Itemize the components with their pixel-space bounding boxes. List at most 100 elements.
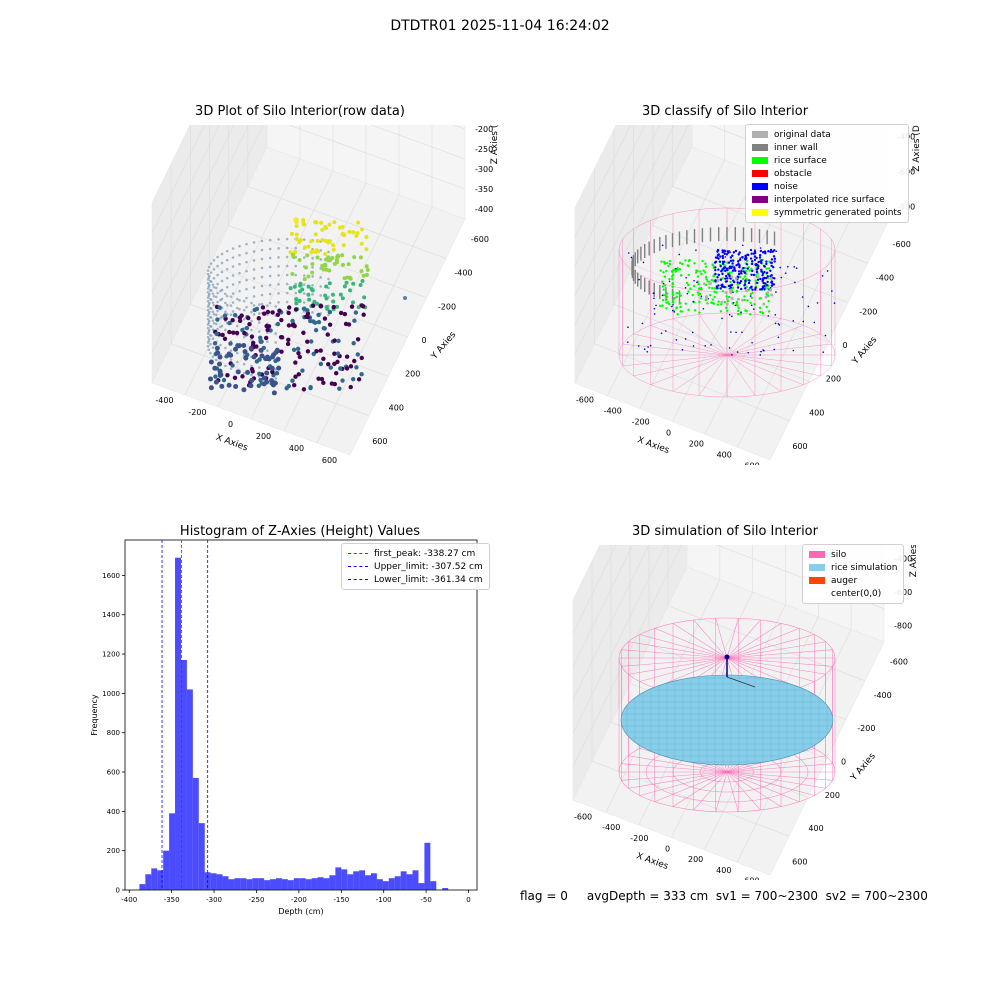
panel1-data-point [238, 307, 241, 311]
histogram-legend-swatch [348, 566, 368, 567]
histogram-ytick-label: 200 [107, 847, 120, 855]
panel1-data-point [252, 241, 256, 244]
panel2-rice-surface-point [705, 277, 708, 281]
panel1-data-point [248, 345, 254, 351]
panel1-xtick-label: 600 [322, 456, 337, 465]
panel1-data-point [323, 224, 328, 229]
panel1-data-point [260, 302, 264, 306]
panel2-noise-point [766, 280, 769, 284]
panel1-data-point [261, 375, 267, 381]
panel1-data-point [285, 255, 289, 259]
panel1-data-point [214, 345, 220, 351]
panel1-data-point [219, 383, 225, 389]
panel2-original-point [764, 295, 768, 299]
panel2-noise-point [769, 269, 772, 272]
panel2-rice-surface-point [671, 270, 674, 274]
panel1-data-point [242, 308, 246, 312]
panel4-ytick-label: -200 [857, 724, 875, 733]
panel2-noise-point [767, 315, 770, 317]
panel1-data-point [222, 336, 228, 341]
panel2-noise-point [767, 249, 770, 253]
panel4-silo-spoke [693, 619, 728, 659]
panel1-data-point [334, 370, 339, 376]
panel2-noise-point [775, 250, 778, 253]
panel1-data-point [312, 320, 318, 325]
panel2-ytick-label: -400 [876, 274, 894, 283]
histogram-bar [442, 888, 449, 890]
panel1-data-point [268, 274, 272, 278]
panel1-data-point [207, 376, 213, 382]
panel2-xtick-label: -200 [632, 418, 650, 427]
panel1-data-point [316, 319, 322, 325]
panel2-original-point [703, 282, 707, 286]
panel2-noise-point [770, 273, 773, 277]
panel1-data-point [285, 237, 289, 241]
histogram-chart[interactable]: -400 -350 -300 -250 -200 -150 -100 -50 0 0 200 400 6… [80, 538, 485, 918]
panel2-silo-spoke [650, 354, 728, 385]
histogram-xtick-label: -400 [121, 896, 137, 904]
panel2-silo-spoke [726, 354, 782, 392]
panel2-noise-point [731, 353, 733, 356]
panel2-original-point [770, 293, 774, 297]
panel1-data-point [250, 310, 253, 314]
panel2-noise-point [758, 256, 762, 259]
panel2-rice-surface-point [686, 264, 690, 267]
panel4-grid-line [572, 545, 633, 667]
panel1-data-point [225, 258, 229, 262]
panel2-legend-item: noise [752, 180, 902, 193]
panel4-silo-spoke [726, 657, 826, 675]
panel2-noise-point [686, 292, 689, 295]
panel2-rice-surface-point [678, 268, 682, 271]
panel1-data-point [206, 314, 210, 317]
panel2-rice-surface-point [739, 312, 743, 315]
panel1-data-point [319, 294, 323, 297]
panel1-data-point [274, 377, 278, 380]
panel1-data-point [335, 304, 340, 309]
panel2-noise-point [807, 305, 810, 308]
panel1-data-point [207, 348, 211, 352]
histogram-bar [329, 875, 336, 890]
panel1-data-point [294, 232, 299, 237]
panel1-data-point [245, 242, 248, 246]
panel2-noise-point [685, 277, 687, 279]
panel2-noise-point [649, 344, 652, 347]
panel1-3d-plot[interactable]: -400 -200 0 200 400 600 600 400 200 0 -200 -400 -600… [130, 125, 500, 465]
panel2-rice-surface-point [748, 313, 752, 316]
panel2-rice-surface-point [676, 268, 680, 271]
panel2-rice-surface-point [675, 295, 679, 299]
panel1-data-point [277, 301, 280, 304]
panel1-data-point [322, 316, 328, 321]
panel1-data-point [294, 297, 299, 302]
panel1-data-point [206, 344, 210, 348]
panel1-data-point [361, 312, 366, 317]
panel1-data-point [297, 354, 303, 360]
panel1-data-point [294, 236, 299, 241]
panel1-data-point [250, 319, 253, 323]
panel2-rice-surface-point [679, 274, 683, 277]
panel2-noise-point [755, 268, 759, 271]
panel1-data-point [209, 298, 213, 301]
panel1-data-point [327, 277, 330, 281]
panel1-data-point [214, 313, 218, 317]
panel1-data-point [206, 341, 210, 344]
panel2-rice-surface-point [723, 263, 726, 267]
panel2-legend-swatch [752, 131, 768, 138]
panel2-rice-surface-point [717, 300, 720, 303]
panel1-data-point [211, 301, 215, 304]
panel1-data-point [293, 217, 299, 223]
panel1-data-point [211, 337, 215, 340]
panel2-noise-point [742, 267, 745, 270]
panel4-3d-simulation[interactable]: -600 -400 -200 0 200 400 600 600 400 200 0 -200 -400… [555, 545, 925, 880]
panel1-data-point [252, 304, 256, 307]
panel2-noise-point [732, 301, 735, 304]
panel1-data-point [239, 313, 244, 318]
panel2-noise-point [714, 272, 717, 276]
panel4-silo-spoke [726, 641, 826, 659]
panel1-data-point [260, 293, 264, 297]
panel2-noise-point [732, 291, 734, 294]
panel1-data-point [364, 235, 369, 240]
panel2-noise-point [721, 262, 725, 265]
panel2-noise-point [813, 321, 816, 324]
histogram-bar [382, 881, 389, 890]
panel4-xtick-label: 400 [716, 866, 731, 875]
